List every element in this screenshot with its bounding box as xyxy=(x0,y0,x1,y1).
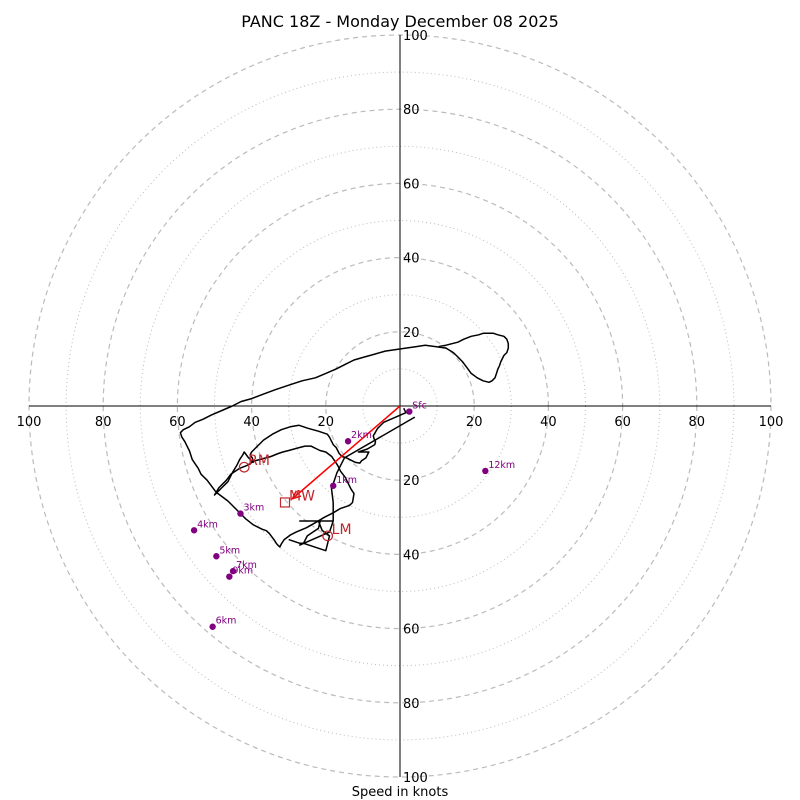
y-tick-bottom-80: 80 xyxy=(403,697,420,712)
storm-label-mw: MW xyxy=(289,488,315,504)
x-axis-label: Speed in knots xyxy=(352,785,449,800)
height-marker-4km xyxy=(190,527,198,534)
x-tick-left-100: 100 xyxy=(17,415,42,430)
storm-marker-mw xyxy=(279,497,291,508)
y-tick-top-100: 100 xyxy=(403,29,428,44)
y-tick-bottom-20: 20 xyxy=(403,474,420,489)
y-tick-top-20: 20 xyxy=(403,326,420,341)
y-tick-top-60: 60 xyxy=(403,177,420,192)
x-tick-left-60: 60 xyxy=(169,415,186,430)
x-tick-right-60: 60 xyxy=(614,415,631,430)
mean-wind-arrowhead xyxy=(290,490,302,501)
height-label-9km: 9km xyxy=(232,566,253,577)
y-tick-bottom-60: 60 xyxy=(403,623,420,638)
y-tick-top-80: 80 xyxy=(403,103,420,118)
y-tick-bottom-40: 40 xyxy=(403,548,420,563)
height-label-4km: 4km xyxy=(197,519,218,530)
axis-ticks: 20 20 20 20 40 40 40 40 60 60 60 60 80 80 80 80 100 100 10… xyxy=(17,29,784,786)
x-tick-left-80: 80 xyxy=(95,415,112,430)
height-marker-12km xyxy=(482,467,489,475)
storm-motions: RM LM MW xyxy=(238,453,352,542)
height-marker-1km xyxy=(330,482,337,489)
mean-wind-vector xyxy=(290,405,401,501)
height-label-sfc: Sfc xyxy=(412,401,427,412)
height-marker-3km xyxy=(237,510,244,517)
x-tick-left-40: 40 xyxy=(243,415,260,430)
y-tick-top-40: 40 xyxy=(403,252,420,267)
x-tick-right-40: 40 xyxy=(540,415,557,430)
height-label-1km: 1km xyxy=(336,475,357,486)
height-label-6km: 6km xyxy=(216,616,237,627)
x-tick-right-80: 80 xyxy=(689,415,706,430)
x-tick-right-20: 20 xyxy=(466,415,483,430)
storm-label-rm: RM xyxy=(248,453,270,469)
chart-title: PANC 18Z - Monday December 08 2025 xyxy=(241,12,559,31)
y-tick-bottom-100: 100 xyxy=(403,771,428,786)
height-label-3km: 3km xyxy=(243,503,264,514)
height-marker-6km xyxy=(209,623,216,630)
height-marker-2km xyxy=(344,438,352,445)
hodograph-line xyxy=(179,332,510,548)
storm-marker-rm xyxy=(238,461,250,473)
x-tick-left-20: 20 xyxy=(318,415,335,430)
x-tick-right-100: 100 xyxy=(759,415,784,430)
storm-marker-lm xyxy=(322,530,334,542)
height-label-5km: 5km xyxy=(219,545,240,556)
height-marker-5km xyxy=(213,553,220,560)
height-label-2km: 2km xyxy=(351,430,372,441)
storm-label-lm: LM xyxy=(332,522,352,538)
height-label-7km: 7km xyxy=(236,560,257,571)
height-marker-9km xyxy=(226,573,233,580)
hodograph-trace xyxy=(179,332,510,552)
height-label-12km: 12km xyxy=(488,460,515,471)
mean-wind-line xyxy=(291,405,401,500)
height-marker-7km xyxy=(229,567,237,575)
height-marker-sfc xyxy=(406,408,413,415)
